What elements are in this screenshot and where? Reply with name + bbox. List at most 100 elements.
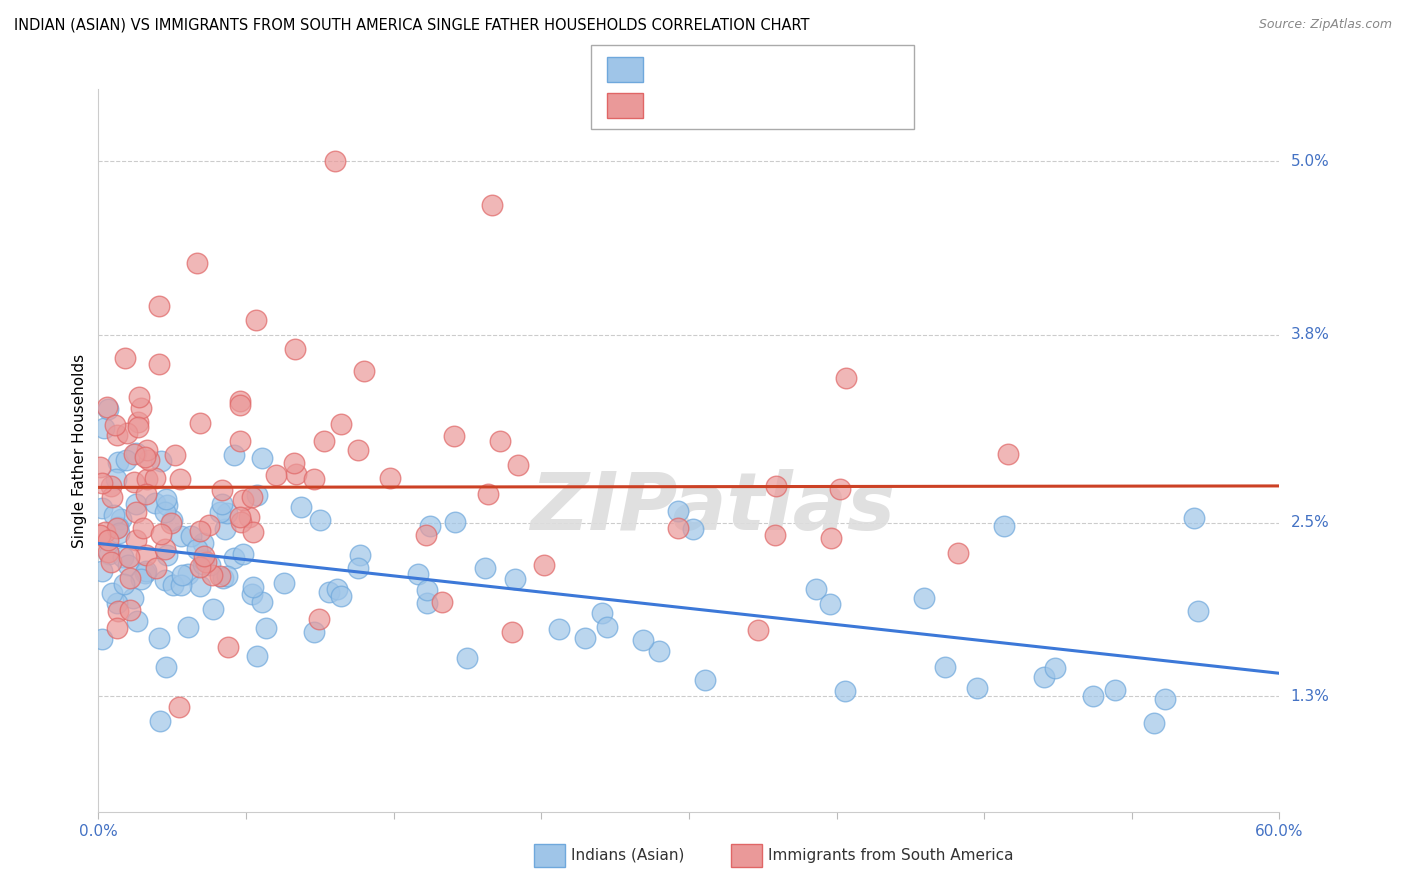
Point [474, 561, 496, 575]
Point [125, 446, 148, 460]
Point [548, 623, 571, 637]
Point [107, 604, 129, 618]
Point [214, 522, 236, 536]
Point [285, 467, 308, 481]
Point [129, 572, 152, 586]
Point [115, 452, 138, 467]
Point [134, 487, 156, 501]
Point [134, 566, 156, 581]
Point [108, 525, 131, 540]
Point [666, 521, 689, 535]
Point [103, 508, 125, 523]
Point [98, 547, 121, 561]
Point [110, 511, 132, 525]
Point [91, 476, 114, 491]
Point [834, 683, 856, 698]
Point [91, 565, 114, 579]
Point [89, 527, 111, 541]
Point [1182, 510, 1205, 524]
Point [1045, 661, 1067, 675]
Point [211, 497, 233, 511]
Point [105, 472, 128, 486]
Point [155, 542, 177, 557]
Text: 96: 96 [786, 96, 808, 114]
Point [118, 571, 141, 585]
Point [135, 565, 157, 579]
Point [167, 700, 190, 714]
Text: 5.0%: 5.0% [1291, 154, 1329, 169]
Point [132, 521, 155, 535]
Point [96, 400, 118, 414]
Point [100, 479, 122, 493]
Point [1033, 670, 1056, 684]
Point [481, 198, 503, 212]
Point [127, 614, 149, 628]
Text: 2.5%: 2.5% [1291, 516, 1329, 530]
Point [217, 506, 239, 520]
Point [682, 523, 704, 537]
Point [304, 625, 326, 640]
Text: 1.3%: 1.3% [1291, 689, 1330, 704]
Point [105, 596, 128, 610]
Point [114, 351, 136, 366]
Point [160, 516, 183, 530]
Point [765, 478, 787, 492]
Point [242, 524, 264, 539]
Point [574, 631, 596, 645]
Point [232, 492, 254, 507]
Point [135, 443, 157, 458]
Point [647, 644, 669, 658]
Point [378, 471, 401, 485]
Point [318, 584, 340, 599]
Point [820, 598, 842, 612]
Point [477, 487, 499, 501]
Point [148, 357, 170, 371]
Point [193, 549, 215, 563]
Point [125, 505, 148, 519]
Point [105, 621, 128, 635]
Point [946, 546, 969, 560]
Point [242, 587, 264, 601]
Point [419, 518, 441, 533]
Point [408, 567, 430, 582]
Point [763, 528, 786, 542]
Point [820, 531, 842, 545]
Point [346, 560, 368, 574]
Point [193, 553, 215, 567]
Text: R =: R = [651, 62, 685, 77]
Point [416, 596, 439, 610]
Point [934, 659, 956, 673]
Point [229, 398, 252, 412]
Point [222, 448, 245, 462]
Point [432, 595, 454, 609]
Point [105, 521, 128, 535]
Text: N =: N = [752, 62, 786, 77]
Point [631, 632, 654, 647]
Point [186, 541, 208, 556]
Point [176, 567, 198, 582]
Point [172, 568, 194, 582]
Point [97, 533, 120, 548]
Point [503, 572, 526, 586]
Point [115, 426, 138, 441]
Point [312, 434, 335, 448]
Point [330, 417, 353, 432]
Text: R =: R = [651, 98, 685, 112]
Point [100, 555, 122, 569]
Point [254, 621, 277, 635]
Point [302, 473, 325, 487]
Point [156, 499, 179, 513]
Point [415, 528, 437, 542]
Point [155, 659, 177, 673]
Point [162, 578, 184, 592]
Point [246, 488, 269, 502]
Point [330, 589, 353, 603]
Point [250, 595, 273, 609]
Point [155, 492, 177, 507]
Point [209, 505, 232, 519]
Point [993, 518, 1015, 533]
Point [111, 549, 134, 564]
Point [201, 568, 224, 582]
Point [148, 299, 170, 313]
Point [153, 505, 176, 519]
